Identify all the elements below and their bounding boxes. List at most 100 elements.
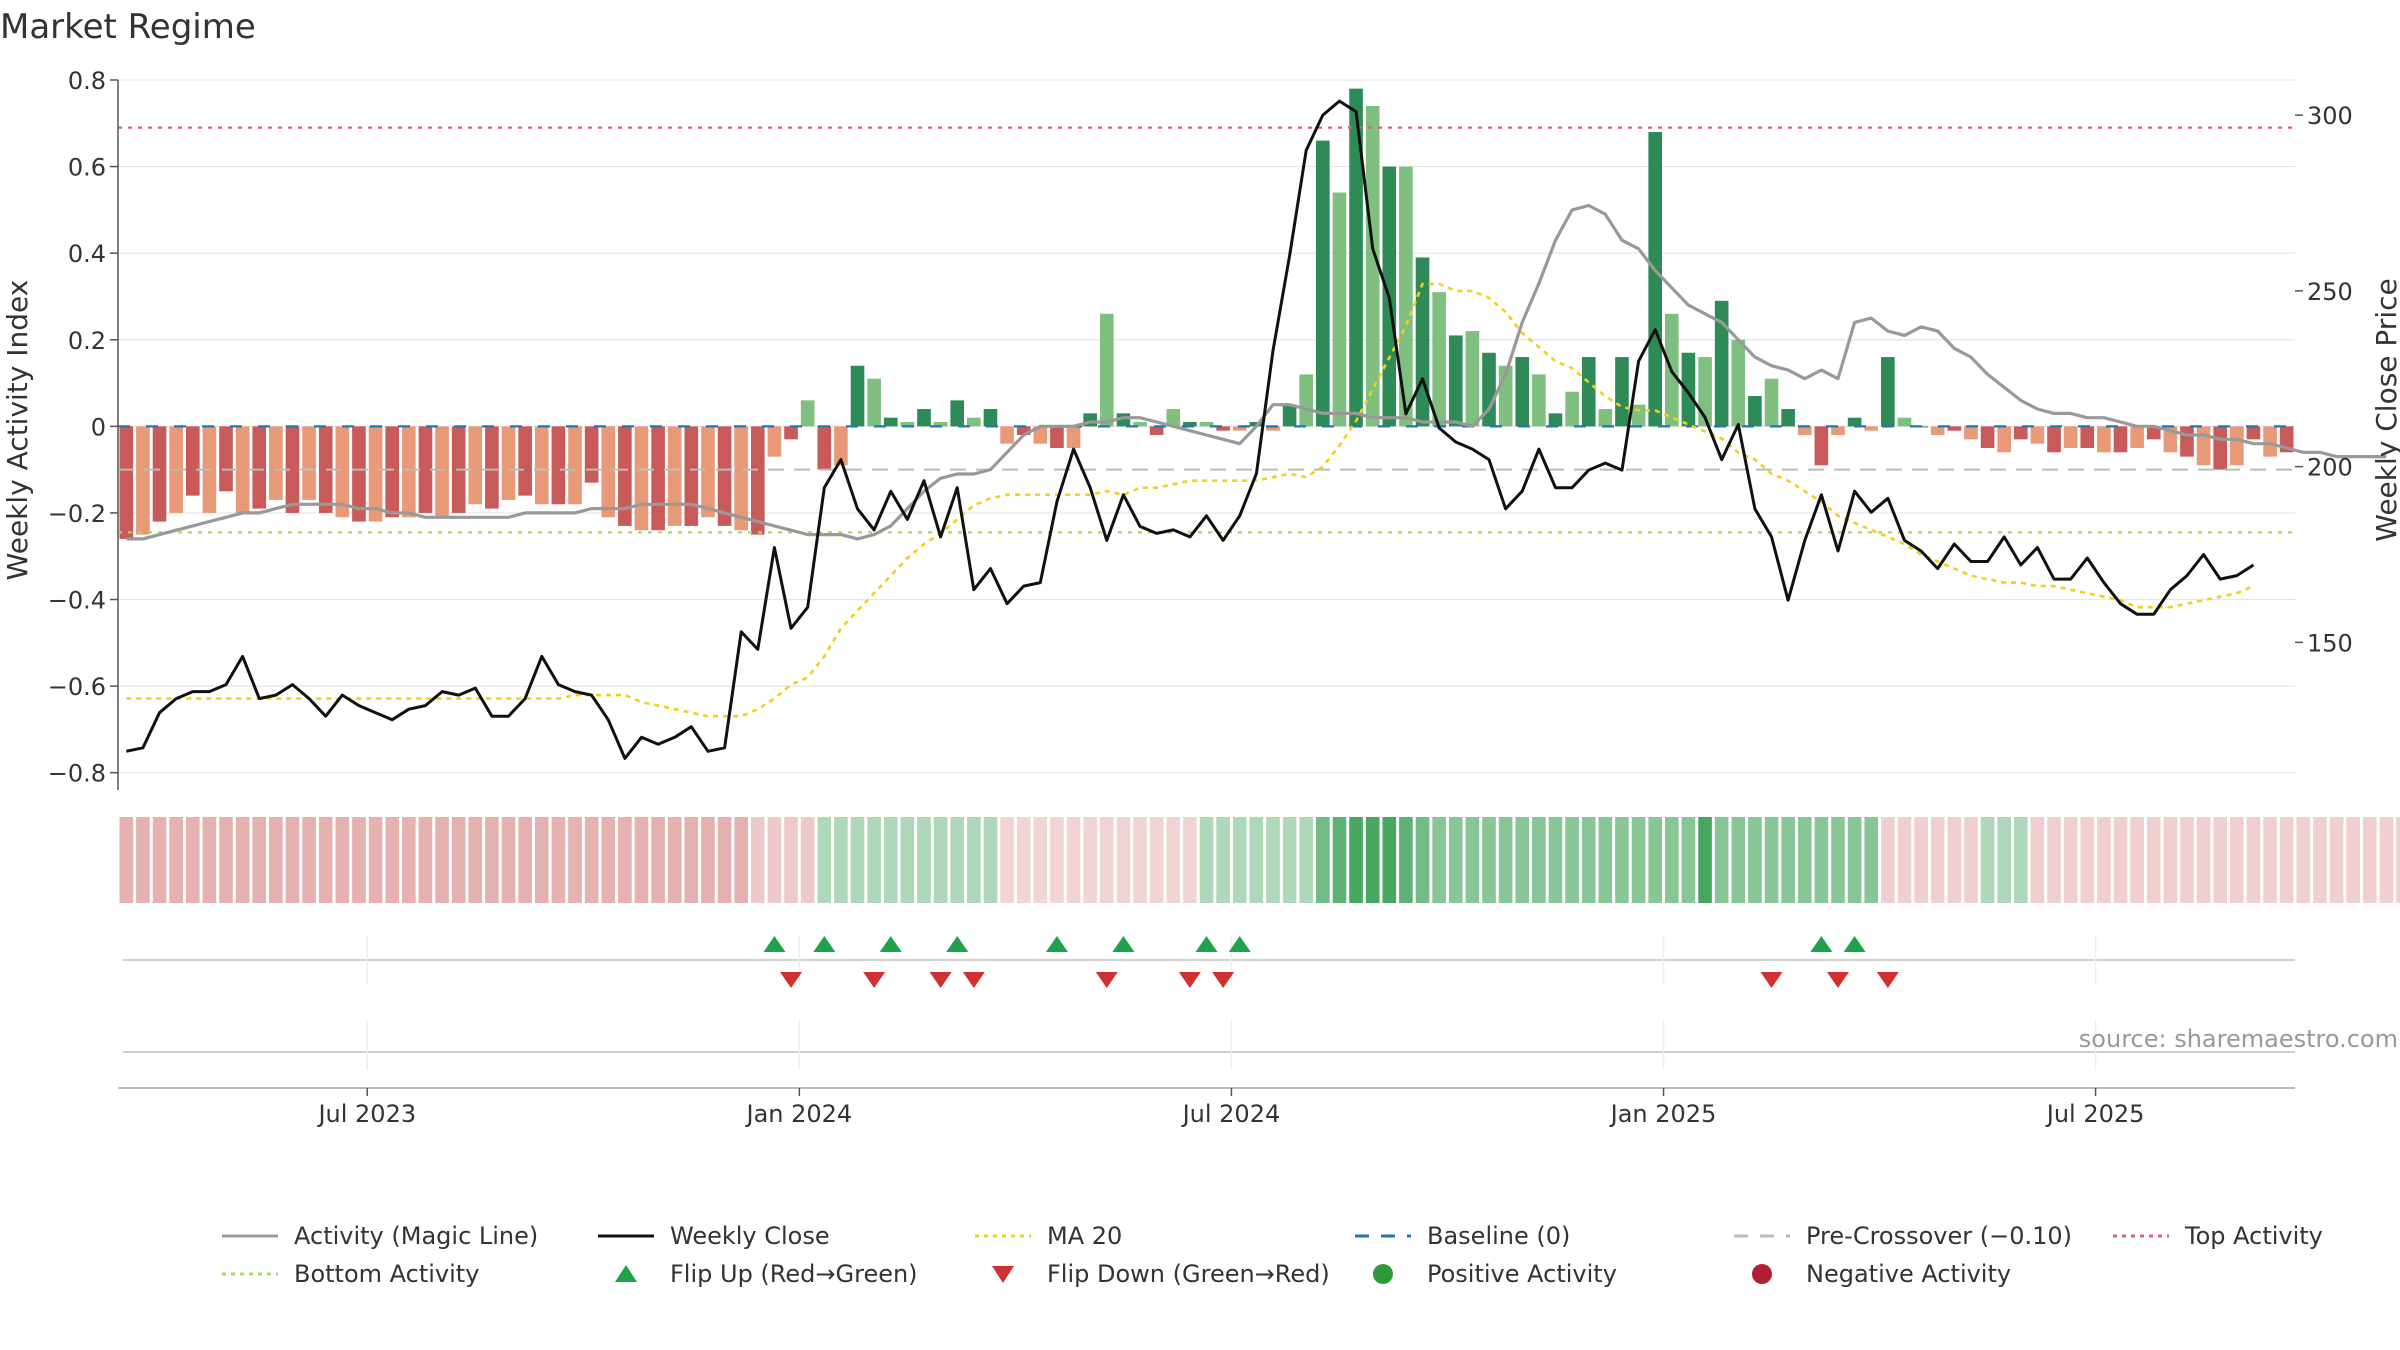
regime-strip-cell <box>717 817 732 903</box>
regime-strip-cell <box>285 817 300 903</box>
regime-strip-cell <box>1781 817 1795 903</box>
regime-strip-cell <box>767 817 782 903</box>
regime-strip-cell <box>750 817 765 903</box>
flip-down-marker <box>1826 972 1849 988</box>
regime-strip-cell <box>1316 817 1330 903</box>
regime-strip-cell <box>834 817 848 903</box>
activity-bar <box>967 417 981 427</box>
legend-label: Baseline (0) <box>1427 1222 1570 1250</box>
activity-bar <box>1033 426 1048 444</box>
regime-strip-cell <box>883 817 898 903</box>
y-tick-label-left: 0.4 <box>68 240 106 268</box>
activity-bar <box>2080 426 2095 448</box>
y-tick-label-left: −0.4 <box>48 587 106 615</box>
activity-bar <box>1897 417 1912 427</box>
regime-strip-cell <box>1365 817 1380 903</box>
y-tick-label-left: −0.6 <box>48 673 106 701</box>
regime-strip-cell <box>1515 817 1530 903</box>
regime-strip-cell <box>1016 817 1031 903</box>
regime-strip-cell <box>2196 817 2211 903</box>
activity-bar <box>1448 335 1463 427</box>
regime-strip-cell <box>2013 817 2028 903</box>
regime-strip-cell <box>485 817 499 903</box>
flip-up-marker <box>1843 936 1866 952</box>
activity-bar <box>269 426 283 500</box>
activity-bar <box>402 426 416 518</box>
regime-strip-cell <box>451 817 466 903</box>
regime-strip-cell <box>335 817 350 903</box>
activity-bar <box>584 426 599 483</box>
activity-bar <box>185 426 200 496</box>
legend-label: Bottom Activity <box>294 1260 479 1288</box>
regime-strip-cell <box>1681 817 1696 903</box>
flip-up-marker <box>879 936 902 952</box>
regime-strip-cell <box>1764 817 1779 903</box>
activity-bar <box>2246 426 2261 440</box>
regime-strip-cell <box>917 817 931 903</box>
regime-strip-cell <box>983 817 998 903</box>
activity-bar <box>1149 426 1164 435</box>
regime-strip-cell <box>1914 817 1928 903</box>
activity-bar <box>601 426 616 518</box>
activity-bar <box>1731 339 1746 427</box>
y-tick-label-right: 150 <box>2307 629 2353 657</box>
regime-strip-cell <box>568 817 582 903</box>
regime-strip-cell <box>1997 817 2011 903</box>
activity-bar <box>1232 426 1247 431</box>
activity-bar <box>1997 426 2011 453</box>
activity-bar <box>667 426 682 526</box>
regime-strip-cell <box>1382 817 1397 903</box>
regime-strip-cell <box>1615 817 1629 903</box>
activity-bar <box>983 409 998 427</box>
regime-strip-cell <box>584 817 599 903</box>
legend-label: MA 20 <box>1047 1222 1122 1250</box>
regime-strip-cell <box>2163 817 2178 903</box>
activity-bar <box>385 426 400 518</box>
activity-bar <box>1482 352 1496 427</box>
legend-label: Top Activity <box>2184 1222 2323 1250</box>
regime-strip-cell <box>1266 817 1280 903</box>
activity-bar <box>1133 422 1147 427</box>
regime-strip-cell <box>2396 817 2400 903</box>
activity-bar <box>1631 404 1646 427</box>
legend-item: Negative Activity <box>1752 1260 2011 1288</box>
regime-strip-cell <box>1980 817 1995 903</box>
activity-bar <box>136 426 150 535</box>
regime-strip-cell <box>2030 817 2045 903</box>
regime-strip-cell <box>950 817 965 903</box>
regime-strip-cell <box>1133 817 1147 903</box>
regime-strip-cell <box>302 817 316 903</box>
regime-strip-cell <box>1066 817 1081 903</box>
regime-strip-cell <box>1282 817 1297 903</box>
activity-bar <box>917 409 931 427</box>
activity-bar <box>302 426 316 500</box>
activity-bar <box>867 378 881 427</box>
activity-bar <box>2013 426 2028 440</box>
activity-bar <box>1183 422 1197 427</box>
activity-bar <box>1016 426 1031 435</box>
flip-down-marker <box>1760 972 1783 988</box>
activity-bar <box>1565 391 1579 427</box>
regime-strip-cell <box>2379 817 2394 903</box>
activity-bar <box>568 426 582 505</box>
activity-bar <box>1581 357 1596 427</box>
regime-strip-cell <box>1581 817 1596 903</box>
activity-bar <box>618 426 632 526</box>
activity-bar <box>817 426 832 470</box>
activity-bar <box>1764 378 1779 427</box>
axes: 0.8 0.6 0.4 0.2 0 −0.2 −0.4 −0.6 −0.8 300 250 200 15… <box>48 67 2353 1128</box>
regime-strip-cell <box>651 817 665 903</box>
activity-bar <box>1349 88 1363 427</box>
regime-strip-cell <box>269 817 283 903</box>
activity-bar <box>2230 426 2244 466</box>
regime-strip-cell <box>2279 817 2294 903</box>
activity-bar <box>501 426 516 500</box>
activity-bar <box>1598 409 1613 427</box>
regime-strip-cell <box>1299 817 1314 903</box>
regime-strip-cell <box>418 817 433 903</box>
legend-label: Flip Down (Green→Red) <box>1047 1260 1330 1288</box>
activity-bar <box>2047 426 2061 453</box>
activity-bar <box>1947 426 1962 431</box>
activity-bar <box>834 426 848 466</box>
regime-strip-cell <box>1664 817 1679 903</box>
